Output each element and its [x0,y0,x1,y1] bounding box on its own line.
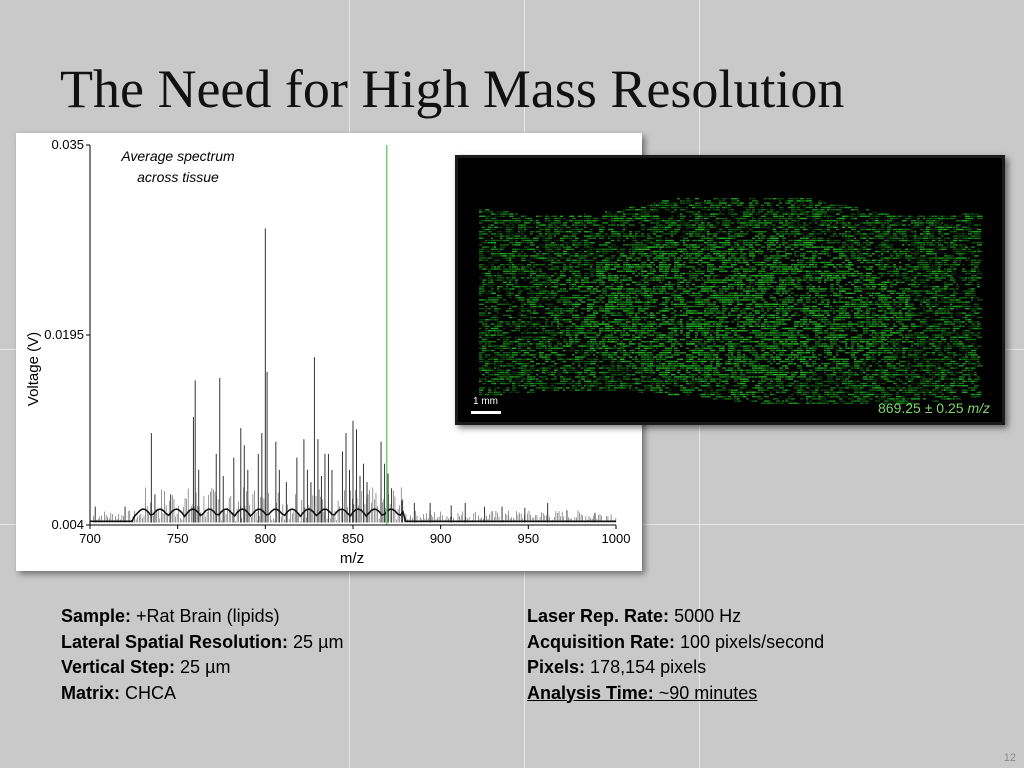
tissue-ion-image: 1 mm 869.25 ± 0.25 m/z [455,155,1005,425]
x-tick-label: 900 [430,531,452,546]
info-row-laser-rate: Laser Rep. Rate: 5000 Hz [527,606,742,626]
tissue-signal-layer [479,198,983,404]
chart-annotation-line1: Average spectrum [120,148,235,164]
info-row-lateral-resolution: Lateral Spatial Resolution: 25 µm [61,631,344,652]
x-tick-label: 1000 [602,531,631,546]
mz-unit: m/z [967,400,990,416]
baseline-trace [90,508,616,523]
info-row-matrix: Matrix: CHCA [61,682,177,703]
y-tick-label: 0.004 [51,517,84,532]
info-row-sample: Sample: +Rat Brain (lipids) [61,606,280,626]
x-tick-label: 750 [167,531,189,546]
scale-bar-label: 1 mm [473,396,498,407]
info-row-pixels: Pixels: 178,154 pixels [527,657,707,677]
info-row-vertical-step: Vertical Step: 25 µm [61,657,231,677]
mz-label: 869.25 ± 0.25 m/z [878,400,990,416]
x-tick-label: 850 [342,531,364,546]
tissue-image-canvas [479,198,983,404]
x-tick-label: 950 [517,531,539,546]
chart-annotation-line2: across tissue [137,169,219,185]
y-tick-label: 0.0195 [44,327,84,342]
x-axis-label: m/z [340,550,364,567]
slide-title: The Need for High Mass Resolution [60,59,845,119]
page-number: 12 [1003,752,1016,764]
y-axis-label: Voltage (V) [25,332,42,406]
x-tick-label: 800 [254,531,276,546]
x-tick-label: 700 [79,531,101,546]
spectrum-chart: 700 750 800 850 900 950 1000 0.0040.01950.035 … [25,137,631,567]
acquisition-info-block: Laser Rep. Rate: 5000 Hz Acquisition Rat… [527,604,824,706]
mz-value: 869.25 ± 0.25 [878,400,964,416]
info-row-analysis-time: Analysis Time: ~90 minutes [527,682,758,703]
sample-info-block: Sample: +Rat Brain (lipids) Lateral Spat… [61,604,343,706]
info-row-acquisition-rate: Acquisition Rate: 100 pixels/second [527,631,825,652]
scale-bar [471,411,501,414]
y-tick-label: 0.035 [51,137,84,152]
